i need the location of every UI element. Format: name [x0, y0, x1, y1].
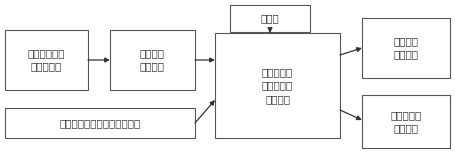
- Bar: [110, 30, 195, 90]
- Text: 目标单体产物微生物定向驯化: 目标单体产物微生物定向驯化: [59, 118, 140, 128]
- Text: 生物质单
体膜分离: 生物质单 体膜分离: [393, 36, 418, 60]
- Bar: [361, 18, 449, 78]
- Text: 瘤胃真菌
分离纯化: 瘤胃真菌 分离纯化: [140, 48, 165, 72]
- Bar: [5, 108, 195, 138]
- Bar: [214, 33, 339, 138]
- Text: 瘤胃微生物体
内定向驯化: 瘤胃微生物体 内定向驯化: [28, 48, 65, 72]
- Bar: [5, 30, 88, 90]
- Text: 发酵剩余物
收集处理: 发酵剩余物 收集处理: [389, 110, 421, 133]
- Bar: [361, 95, 449, 148]
- Bar: [229, 5, 309, 32]
- Text: 生物质: 生物质: [260, 14, 279, 23]
- Text: 连续厌氧原
位分离设备
内共培养: 连续厌氧原 位分离设备 内共培养: [261, 67, 293, 104]
